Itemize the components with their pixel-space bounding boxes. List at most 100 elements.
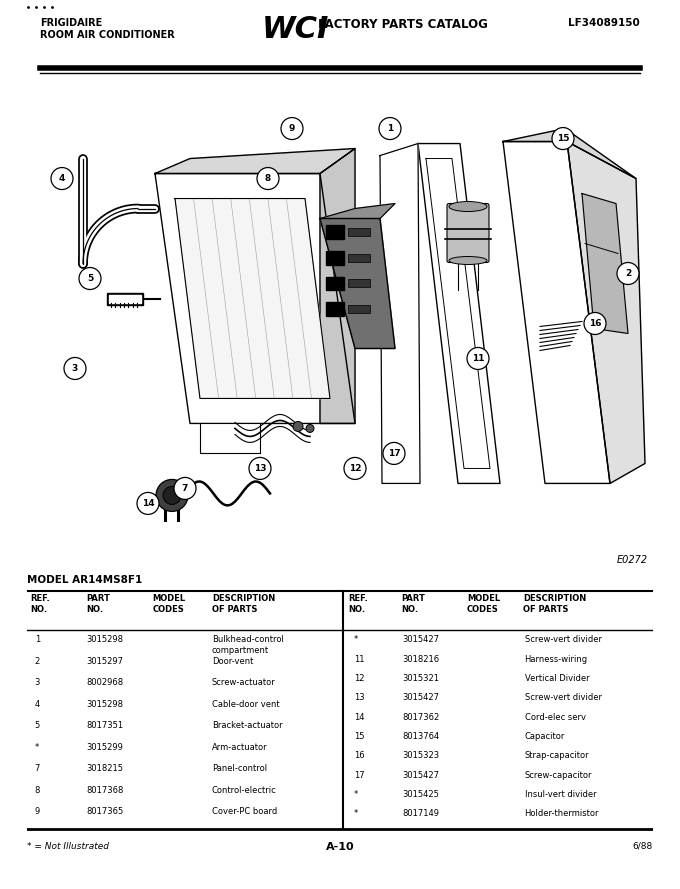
Text: 7: 7 [35,765,40,773]
Circle shape [584,313,606,334]
Circle shape [379,117,401,140]
Text: FRIGIDAIRE: FRIGIDAIRE [40,18,102,28]
Text: DESCRIPTION
OF PARTS: DESCRIPTION OF PARTS [211,594,275,614]
Text: Screw-vert divider: Screw-vert divider [524,693,602,702]
Text: 15: 15 [354,732,364,741]
Text: 4: 4 [58,174,65,183]
Text: MODEL
CODES: MODEL CODES [152,594,186,614]
Text: ROOM AIR CONDITIONER: ROOM AIR CONDITIONER [40,30,175,40]
Text: *: * [354,636,358,645]
Circle shape [617,262,639,284]
Text: Screw-actuator: Screw-actuator [211,678,275,687]
Text: Cover-PC board: Cover-PC board [211,807,277,816]
Text: 4: 4 [35,700,40,709]
Polygon shape [175,198,330,398]
Text: 8013764: 8013764 [403,732,440,741]
Text: 3015323: 3015323 [403,751,440,760]
Text: 3: 3 [72,364,78,373]
Text: Bulkhead-control
compartment: Bulkhead-control compartment [211,636,284,654]
Polygon shape [503,141,610,484]
Circle shape [51,167,73,189]
Text: 3015298: 3015298 [86,636,124,645]
Text: 7: 7 [182,484,188,493]
Text: *: * [35,742,39,752]
Circle shape [249,458,271,479]
Text: 5: 5 [35,721,40,730]
Text: Harness-wiring: Harness-wiring [524,654,588,663]
Text: 17: 17 [354,771,364,780]
Text: 9: 9 [35,807,40,816]
Bar [348,253,370,261]
Text: 12: 12 [354,674,364,683]
Text: 8017362: 8017362 [403,713,440,722]
Text: 3015427: 3015427 [403,693,439,702]
Text: 1: 1 [35,636,40,645]
Text: 8: 8 [35,786,40,795]
Polygon shape [567,141,645,484]
Circle shape [137,493,159,515]
Ellipse shape [449,257,487,265]
Bar [326,251,344,265]
Bar [348,279,370,287]
Text: Screw-vert divider: Screw-vert divider [524,636,602,645]
Text: 3015425: 3015425 [403,790,439,799]
Text: 3: 3 [35,678,40,687]
Text: Vertical Divider: Vertical Divider [524,674,589,683]
Text: *: * [354,809,358,818]
Polygon shape [503,129,636,179]
Text: Door-vent: Door-vent [211,657,253,666]
Circle shape [257,167,279,189]
Text: 5: 5 [87,274,93,283]
Text: * = Not Illustrated: * = Not Illustrated [27,842,109,851]
Text: 3015321: 3015321 [403,674,439,683]
Polygon shape [107,293,143,306]
Text: 3015427: 3015427 [403,636,439,645]
Text: 9: 9 [289,124,295,133]
Text: *: * [354,790,358,799]
Polygon shape [320,148,355,423]
Circle shape [293,421,303,431]
Text: Cable-door vent: Cable-door vent [211,700,279,709]
Text: REF.
NO.: REF. NO. [348,594,368,614]
Text: Insul-vert divider: Insul-vert divider [524,790,596,799]
Text: 3015298: 3015298 [86,700,124,709]
Text: 8: 8 [265,174,271,183]
Text: PART
NO.: PART NO. [401,594,425,614]
Text: 13: 13 [354,693,364,702]
Circle shape [174,477,196,500]
Text: 3015297: 3015297 [86,657,124,666]
Text: Cord-elec serv: Cord-elec serv [524,713,585,722]
Text: 2: 2 [625,269,631,278]
Polygon shape [320,204,395,219]
Bar [348,306,370,314]
Text: LF34089150: LF34089150 [568,18,640,28]
Text: PART
NO.: PART NO. [86,594,111,614]
Text: Strap-capacitor: Strap-capacitor [524,751,589,760]
Text: 8017368: 8017368 [86,786,124,795]
Text: 6/88: 6/88 [632,842,653,851]
Text: 16: 16 [589,319,601,328]
Circle shape [64,357,86,380]
Text: 3015299: 3015299 [86,742,124,752]
Text: 14: 14 [141,499,154,508]
Text: DESCRIPTION
OF PARTS: DESCRIPTION OF PARTS [524,594,587,614]
Text: REF.
NO.: REF. NO. [31,594,50,614]
Ellipse shape [449,202,487,212]
Text: Holder-thermistor: Holder-thermistor [524,809,599,818]
Text: 17: 17 [388,449,401,458]
Text: MODEL AR14MS8F1: MODEL AR14MS8F1 [27,574,142,585]
Circle shape [163,486,181,504]
Text: Panel-control: Panel-control [211,765,267,773]
Circle shape [156,479,188,511]
Text: 8017149: 8017149 [403,809,439,818]
Polygon shape [200,423,260,453]
Polygon shape [582,194,628,333]
Text: 2: 2 [35,657,40,666]
Polygon shape [155,173,355,423]
Circle shape [344,458,366,479]
Text: Bracket-actuator: Bracket-actuator [211,721,282,730]
Text: A-10: A-10 [326,842,354,852]
Text: 3018215: 3018215 [86,765,124,773]
Bar [326,225,344,238]
Text: MODEL
CODES: MODEL CODES [467,594,500,614]
